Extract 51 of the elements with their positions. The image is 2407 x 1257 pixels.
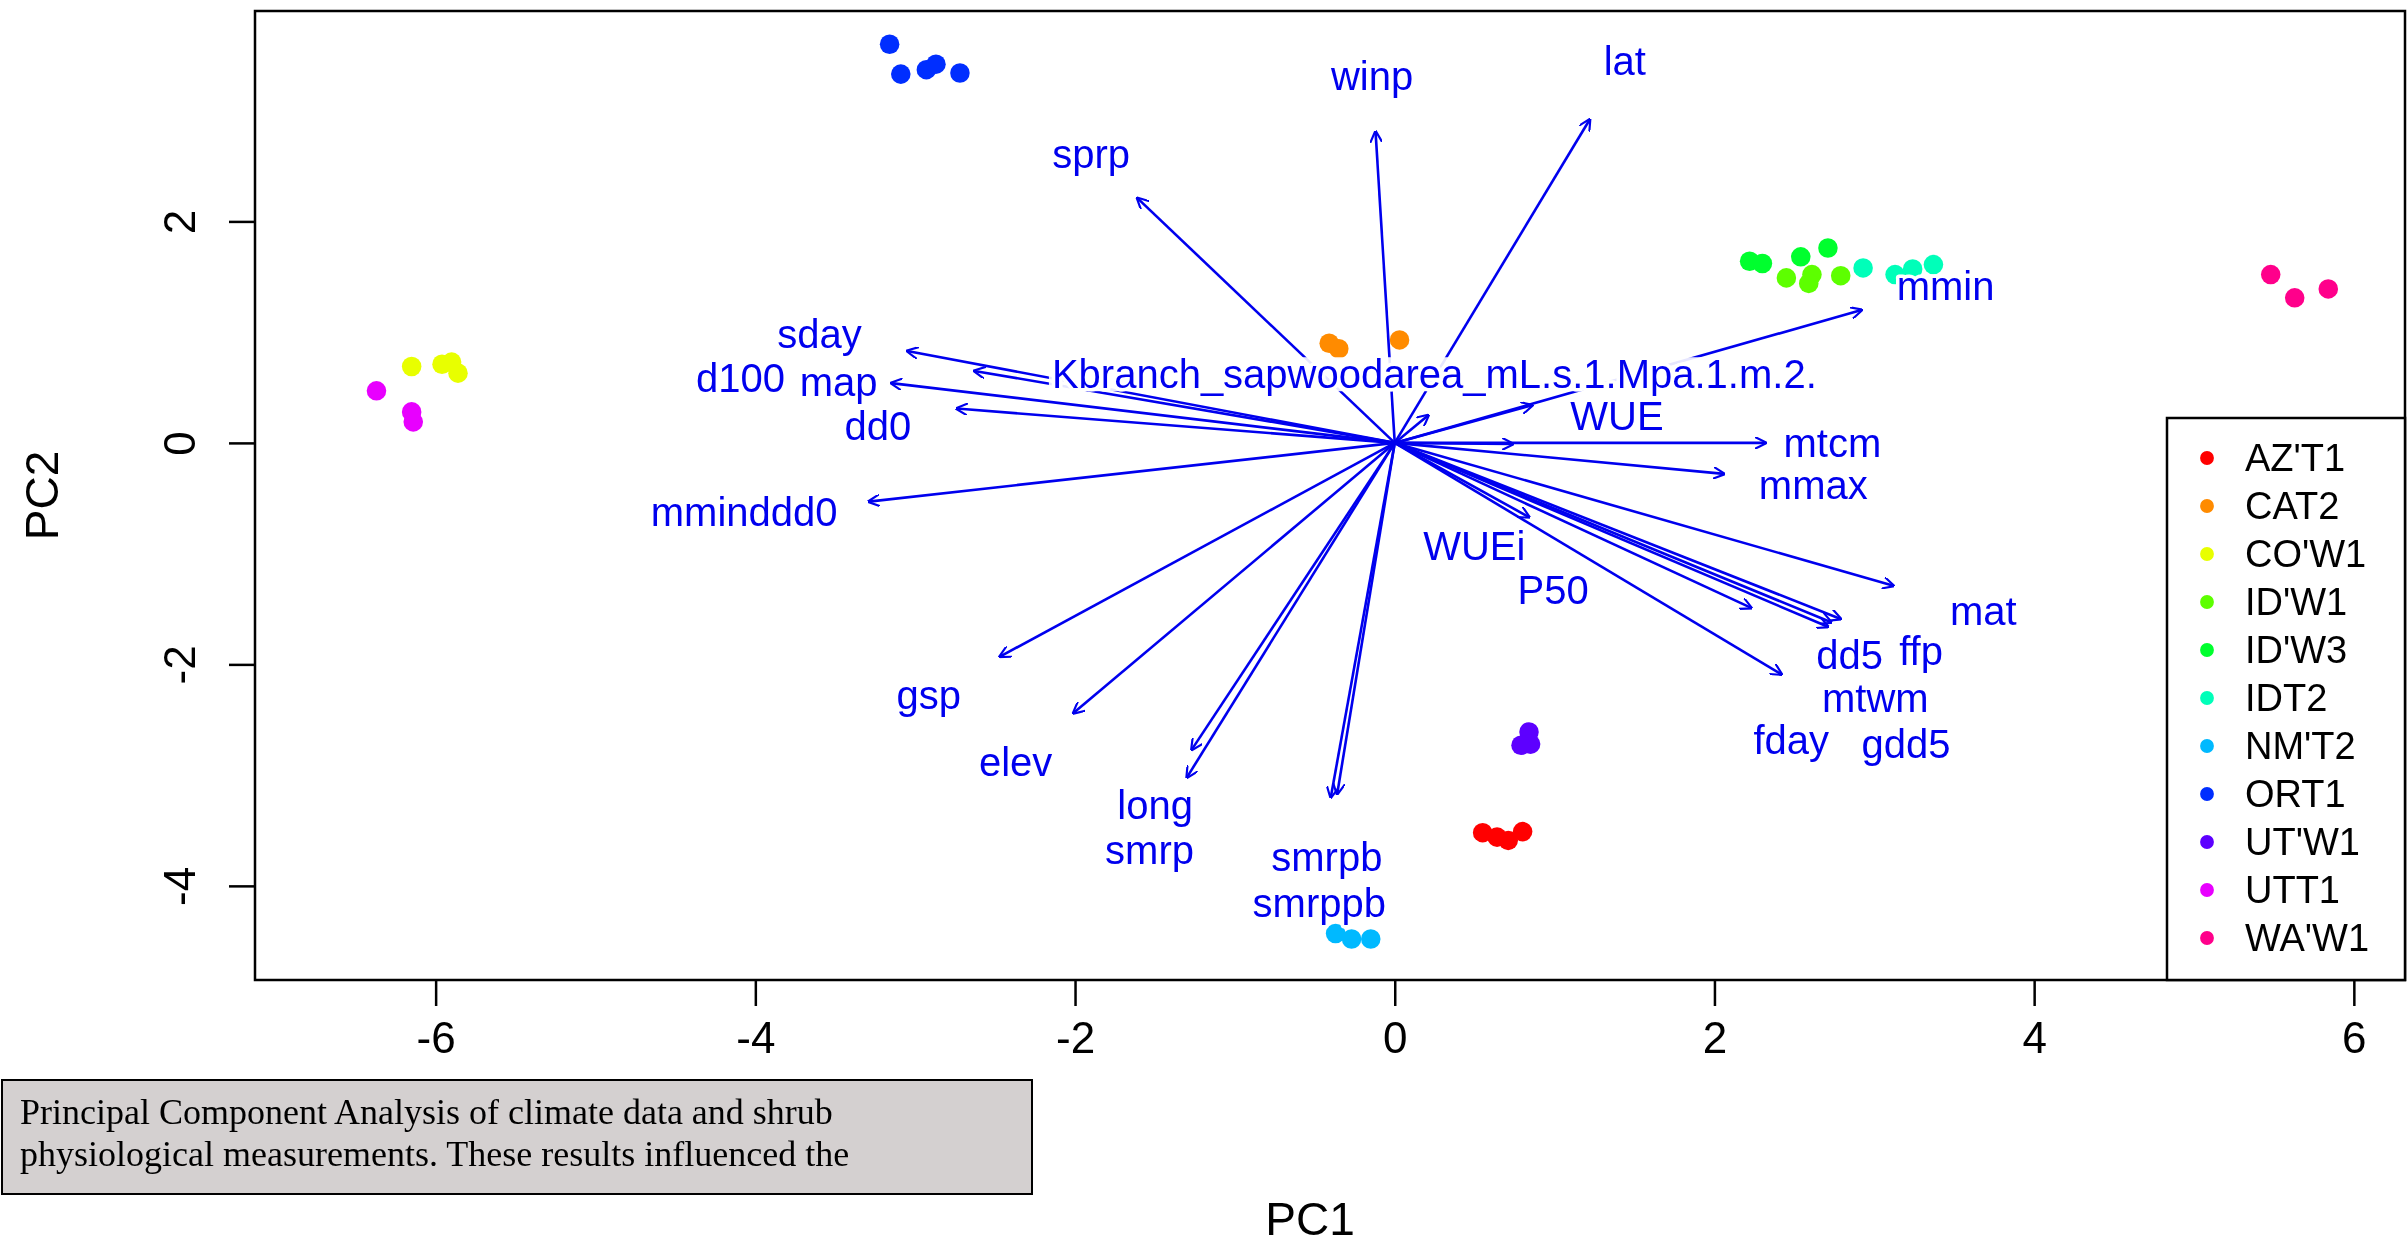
series-label: sprp: [1052, 132, 1130, 177]
series-label: smrp: [1105, 827, 1194, 872]
legend-label: WA'W1: [2245, 917, 2370, 959]
legend-label: UT'W1: [2245, 821, 2360, 863]
series-label: winp: [1329, 53, 1414, 98]
series-label: lat: [1603, 39, 1646, 84]
x-axis-title: PC1: [1265, 1193, 1355, 1245]
series-label: fday: [1753, 718, 1830, 763]
series-label: sday: [777, 312, 862, 357]
legend-label: IDT2: [2245, 677, 2328, 719]
series-label: long: [1117, 782, 1193, 827]
series-label: mtcm: [1783, 420, 1882, 465]
y-tick-label: 0: [155, 431, 204, 456]
legend-label: ORT1: [2245, 773, 2346, 815]
x-tick-label: 4: [2022, 1013, 2047, 1063]
series-label: P50: [1517, 568, 1589, 613]
series-label: gsp: [896, 673, 962, 718]
series-label: dd5: [1816, 632, 1884, 677]
text: smrppb: [1252, 881, 1386, 926]
legend-label: CO'W1: [2245, 533, 2367, 575]
y-tick-label: -4: [155, 866, 204, 906]
series-label: mat: [1949, 589, 2017, 634]
series-label: dd0: [844, 404, 912, 449]
y-tick-label: -2: [155, 645, 204, 685]
text: d100: [696, 356, 786, 401]
x-tick-label: 0: [1383, 1013, 1408, 1063]
legend-label: CAT2: [2245, 485, 2340, 527]
legend-label: UTT1: [2245, 869, 2340, 911]
text: map: [799, 359, 878, 404]
legend-label: ID'W3: [2245, 629, 2348, 671]
x-tick-label: -6: [416, 1013, 456, 1063]
text: WUEi: [1423, 524, 1526, 569]
x-tick-label: -2: [1055, 1013, 1096, 1063]
x-tick-label: 2: [1702, 1013, 1728, 1063]
series-label: mminddd0: [650, 490, 838, 535]
text: mtwm: [1822, 675, 1929, 720]
series-label: Kbranch_sapwoodarea_mL.s.1.Mpa.1.m.2.: [1051, 352, 1817, 397]
text: Principal Component Analysis of climate data and shrub physiological measurements. These results influenced the: [20, 1092, 850, 1174]
y-axis-title: PC2: [16, 450, 68, 541]
series-label: elev: [978, 739, 1053, 784]
legend-label: AZ'T1: [2245, 437, 2346, 479]
series-label: mmax: [1758, 463, 1868, 508]
y-tick-label: 2: [155, 209, 204, 235]
series-label: ffp: [1899, 628, 1943, 673]
legend-label: NM'T2: [2245, 725, 2356, 767]
text: gdd5: [1861, 721, 1951, 766]
x-tick-label: -4: [736, 1013, 776, 1063]
series-label: smrpb: [1271, 835, 1383, 880]
series-label: mmin: [1896, 264, 1995, 309]
legend-label: ID'W1: [2245, 581, 2348, 623]
x-tick-label: 6: [2342, 1013, 2367, 1063]
